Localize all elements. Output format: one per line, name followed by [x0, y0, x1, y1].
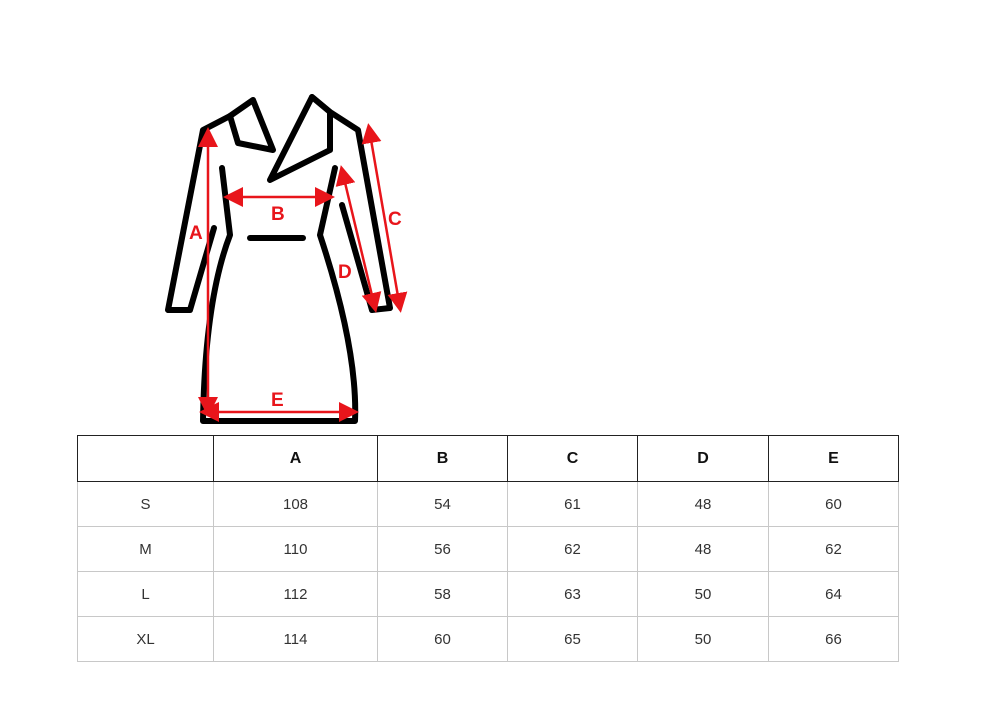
table-row: L 112 58 63 50 64 [77, 571, 899, 617]
header-cell-a: A [213, 435, 378, 482]
measure-line-d [335, 165, 382, 313]
value-cell: 58 [377, 571, 508, 617]
value-cell: 60 [377, 616, 508, 662]
size-cell: XL [77, 616, 214, 662]
table-row: M 110 56 62 48 62 [77, 526, 899, 572]
value-cell: 66 [768, 616, 899, 662]
value-cell: 112 [213, 571, 378, 617]
label-b: B [271, 204, 285, 225]
size-table: A B C D E S 108 54 61 48 60 M 110 56 62 … [77, 435, 899, 662]
value-cell: 65 [507, 616, 638, 662]
value-cell: 48 [637, 526, 769, 572]
dress-outline [165, 94, 393, 424]
header-cell-b: B [377, 435, 508, 482]
dress-diagram: A B C D E [165, 94, 408, 424]
value-cell: 62 [507, 526, 638, 572]
size-cell: M [77, 526, 214, 572]
value-cell: 50 [637, 616, 769, 662]
table-row: XL 114 60 65 50 66 [77, 616, 899, 662]
value-cell: 110 [213, 526, 378, 572]
size-cell: L [77, 571, 214, 617]
label-d: D [338, 262, 352, 283]
label-e: E [271, 390, 284, 411]
header-cell-c: C [507, 435, 638, 482]
label-c: C [388, 209, 402, 230]
value-cell: 114 [213, 616, 378, 662]
value-cell: 50 [637, 571, 769, 617]
label-a: A [189, 223, 203, 244]
measure-line-c [361, 123, 408, 313]
value-cell: 56 [377, 526, 508, 572]
value-cell: 54 [377, 481, 508, 527]
table-row: S 108 54 61 48 60 [77, 481, 899, 527]
header-cell-e: E [768, 435, 899, 482]
header-cell-d: D [637, 435, 769, 482]
value-cell: 108 [213, 481, 378, 527]
value-cell: 48 [637, 481, 769, 527]
value-cell: 63 [507, 571, 638, 617]
table-header-row: A B C D E [77, 435, 899, 482]
size-cell: S [77, 481, 214, 527]
value-cell: 60 [768, 481, 899, 527]
value-cell: 61 [507, 481, 638, 527]
value-cell: 64 [768, 571, 899, 617]
measurement-lines [198, 123, 408, 422]
value-cell: 62 [768, 526, 899, 572]
header-cell-size [77, 435, 214, 482]
